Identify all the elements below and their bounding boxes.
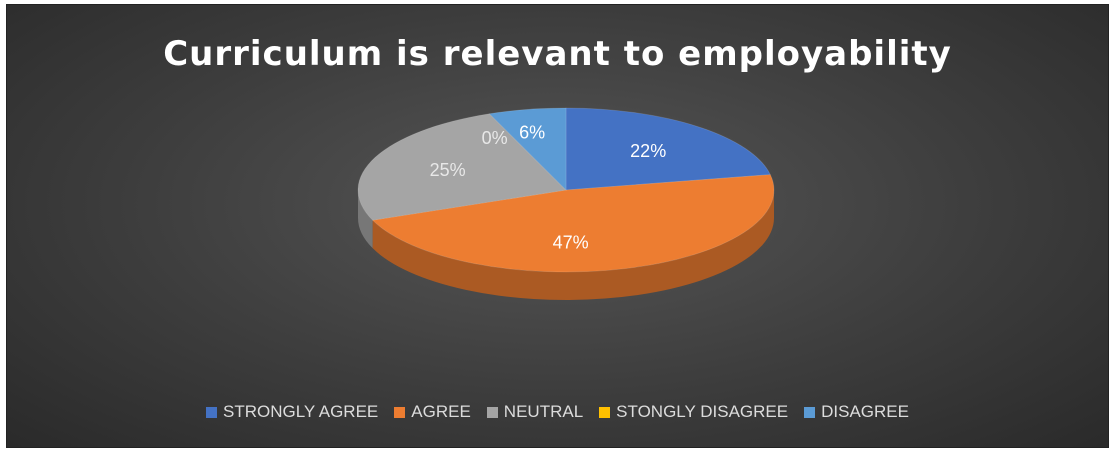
legend-swatch-disagree	[804, 406, 816, 418]
pie-slice-disagree[interactable]	[488, 107, 567, 191]
chart-title: Curriculum is relevant to employability	[163, 34, 952, 74]
legend-label-neutral: NEUTRAL	[503, 402, 584, 421]
chart-legend: STRONGLY AGREE AGREE NEUTRAL STONGLY DISAGR…	[0, 402, 1115, 422]
legend-item-neutral: NEUTRAL	[486, 402, 584, 422]
pie-side-agree	[372, 190, 774, 301]
data-label-disagree: 6%	[519, 122, 545, 142]
legend-label-strongly-agree: STRONGLY AGREE	[223, 402, 379, 421]
pie-top-layer	[357, 107, 775, 273]
pie-labels-layer: 22% 47% 25% 0% 6%	[430, 122, 667, 252]
legend-swatch-stongly-disagree	[599, 406, 611, 418]
pie-side-neutral	[358, 190, 373, 249]
legend-swatch-agree	[394, 406, 406, 418]
data-label-neutral: 25%	[430, 160, 466, 180]
pie-slice-agree[interactable]	[371, 174, 775, 273]
legend-swatch-strongly-agree	[206, 406, 218, 418]
pie-slice-strongly-agree[interactable]	[565, 107, 771, 191]
legend-item-strongly-agree: STRONGLY AGREE	[206, 402, 378, 422]
legend-item-agree: AGREE	[394, 402, 471, 422]
legend-item-stongly-disagree: STONGLY DISAGREE	[599, 402, 788, 422]
data-label-strongly-agree: 22%	[630, 141, 666, 161]
pie-slice-neutral[interactable]	[357, 113, 567, 221]
legend-label-agree: AGREE	[411, 402, 471, 421]
data-label-stongly-disagree: 0%	[482, 128, 508, 148]
legend-label-stongly-disagree: STONGLY DISAGREE	[616, 402, 789, 421]
pie-depth-layer	[358, 190, 774, 301]
legend-item-disagree: DISAGREE	[804, 402, 909, 422]
legend-swatch-neutral	[486, 406, 498, 418]
legend-label-disagree: DISAGREE	[821, 402, 909, 421]
data-label-agree: 47%	[553, 232, 589, 252]
